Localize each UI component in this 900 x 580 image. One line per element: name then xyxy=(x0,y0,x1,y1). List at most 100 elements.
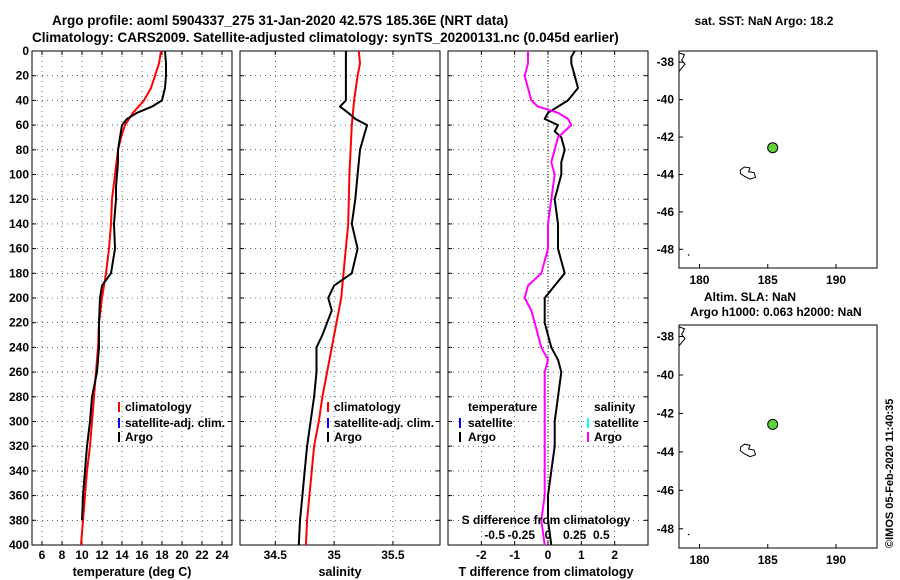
legend-argo-label: Argo xyxy=(334,430,362,444)
legend-temperature-heading: temperature xyxy=(468,400,538,414)
sla-map-coastline xyxy=(678,326,757,536)
y-tick-label: 160 xyxy=(9,242,29,256)
temperature-tick-labels: 6 8 10 12 14 16 18 20 22 24 xyxy=(39,548,229,562)
x2-tick-label: 0.25 xyxy=(563,528,587,542)
sst-map-coastline xyxy=(678,52,757,256)
legend-satellite-swatch xyxy=(327,418,329,428)
y-tick-label: 40 xyxy=(16,93,30,107)
legend-climatology-swatch xyxy=(118,402,120,412)
y-tick-label: 300 xyxy=(9,415,29,429)
series-line-argo xyxy=(81,50,167,521)
y-tick-label: 20 xyxy=(16,69,30,83)
series-line-t-diff-argo xyxy=(543,50,579,546)
temperature-xlabel: temperature (deg C) xyxy=(73,565,192,579)
sst-map-ticks: 180 185 190 -38 -40 -42 -44 -46 -48 xyxy=(657,55,847,287)
salinity-grid xyxy=(240,50,440,546)
difference-legend-left: temperature satellite Argo xyxy=(459,400,538,444)
legend-argo-swatch xyxy=(327,432,329,442)
legend-salinity-heading: salinity xyxy=(594,400,636,414)
y-tick-label: 280 xyxy=(9,390,29,404)
legend-s-argo-swatch xyxy=(587,432,589,442)
y-tick-label: 360 xyxy=(9,489,29,503)
x-tick-label: 14 xyxy=(115,548,129,562)
x-tick-label: 1 xyxy=(578,548,585,562)
island-outline xyxy=(739,166,757,180)
difference-series xyxy=(523,50,579,546)
x-tick-label: -1 xyxy=(509,548,520,562)
legend-t-satellite-swatch xyxy=(459,418,461,428)
sst-map-title: sat. SST: NaN Argo: 18.2 xyxy=(695,14,834,28)
lat-tick-label: -40 xyxy=(657,93,675,107)
legend-climatology-label: climatology xyxy=(334,400,401,414)
x-tick-label: 35 xyxy=(327,548,341,562)
islet xyxy=(687,254,690,256)
lat-tick-label: -44 xyxy=(657,167,675,181)
x-tick-label: 0 xyxy=(545,548,552,562)
s-difference-tick-labels: -0.5 -0.25 0 0.25 0.5 xyxy=(484,528,610,542)
y-tick-label: 400 xyxy=(9,538,29,552)
lat-tick-label: -38 xyxy=(657,330,675,344)
lat-tick-label: -46 xyxy=(657,205,675,219)
legend-s-argo-label: Argo xyxy=(594,430,622,444)
y-tick-label: 340 xyxy=(9,464,29,478)
series-line-climatology xyxy=(304,50,361,546)
y-tick-label: 180 xyxy=(9,266,29,280)
x-tick-label: 34.5 xyxy=(264,548,288,562)
x-tick-label: 8 xyxy=(59,548,66,562)
x-tick-label: 2 xyxy=(611,548,618,562)
x-tick-label: 10 xyxy=(75,548,89,562)
sla-map-panel: Altim. SLA: NaN Argo h1000: 0.063 h2000:… xyxy=(657,290,878,567)
lat-tick-label: -38 xyxy=(657,55,675,69)
legend-t-argo-label: Argo xyxy=(468,430,496,444)
x-tick-label: 22 xyxy=(195,548,209,562)
salinity-panel: 34.5 35 35.5 climatology satellite-adj. cl… xyxy=(239,50,441,579)
x-tick-label: 35.5 xyxy=(381,548,405,562)
lat-tick-label: -48 xyxy=(657,522,675,536)
imos-timestamp-watermark: ©IMOS 05-Feb-2020 11:40:35 xyxy=(884,399,896,548)
x-tick-label: 6 xyxy=(39,548,46,562)
difference-panel: -2 -1 0 1 2 temperature satellite Argo salin… xyxy=(447,50,649,579)
sst-map-frame xyxy=(678,50,878,269)
salinity-tick-labels: 34.5 35 35.5 xyxy=(264,548,405,562)
coast-outline xyxy=(678,52,686,72)
x-tick-label: -2 xyxy=(476,548,487,562)
sla-map-points xyxy=(767,418,779,430)
y-tick-label: 100 xyxy=(9,168,29,182)
series-line-s-diff-argo xyxy=(523,51,573,546)
x2-tick-label: -0.25 xyxy=(508,528,536,542)
y-tick-label: 140 xyxy=(9,217,29,231)
x2-tick-label: -0.5 xyxy=(484,528,505,542)
legend-argo-swatch xyxy=(118,432,120,442)
legend-climatology-swatch xyxy=(327,402,329,412)
y-tick-label: 120 xyxy=(9,192,29,206)
lon-tick-label: 190 xyxy=(826,553,846,567)
difference-legend-right: salinity satellite Argo xyxy=(587,400,639,444)
lon-tick-label: 185 xyxy=(758,553,778,567)
salinity-series xyxy=(297,50,369,546)
x-tick-label: 24 xyxy=(215,548,229,562)
legend-satellite-swatch xyxy=(118,418,120,428)
y-tick-label: 240 xyxy=(9,340,29,354)
sst-map-points xyxy=(767,142,779,154)
lon-tick-label: 180 xyxy=(689,273,709,287)
lon-tick-label: 185 xyxy=(758,273,778,287)
salinity-legend: climatology satellite-adj. clim. Argo xyxy=(327,400,434,444)
x-tick-label: 18 xyxy=(155,548,169,562)
y-tick-label: 60 xyxy=(16,118,30,132)
sla-map-ticks: 180 185 190 -38 -40 -42 -44 -46 -48 xyxy=(657,330,847,567)
island-outline xyxy=(739,443,757,458)
y-tick-label: 320 xyxy=(9,439,29,453)
figure-title-line2: Climatology: CARS2009. Satellite-adjuste… xyxy=(32,30,619,45)
s-difference-xlabel: S difference from climatology xyxy=(462,513,631,527)
x-tick-label: 12 xyxy=(95,548,109,562)
temperature-panel: 0 20 40 60 80 100 120 140 160 180 200 220 240 260 280 3… xyxy=(9,44,233,579)
islet xyxy=(687,533,690,536)
y-tick-label: 380 xyxy=(9,513,29,527)
series-line-climatology xyxy=(80,50,162,546)
temperature-series xyxy=(80,50,167,546)
argo-float-position xyxy=(767,142,779,154)
legend-s-satellite-label: satellite xyxy=(594,416,639,430)
coast-outline xyxy=(678,326,686,347)
sla-map-title-2: Argo h1000: 0.063 h2000: NaN xyxy=(690,305,861,319)
